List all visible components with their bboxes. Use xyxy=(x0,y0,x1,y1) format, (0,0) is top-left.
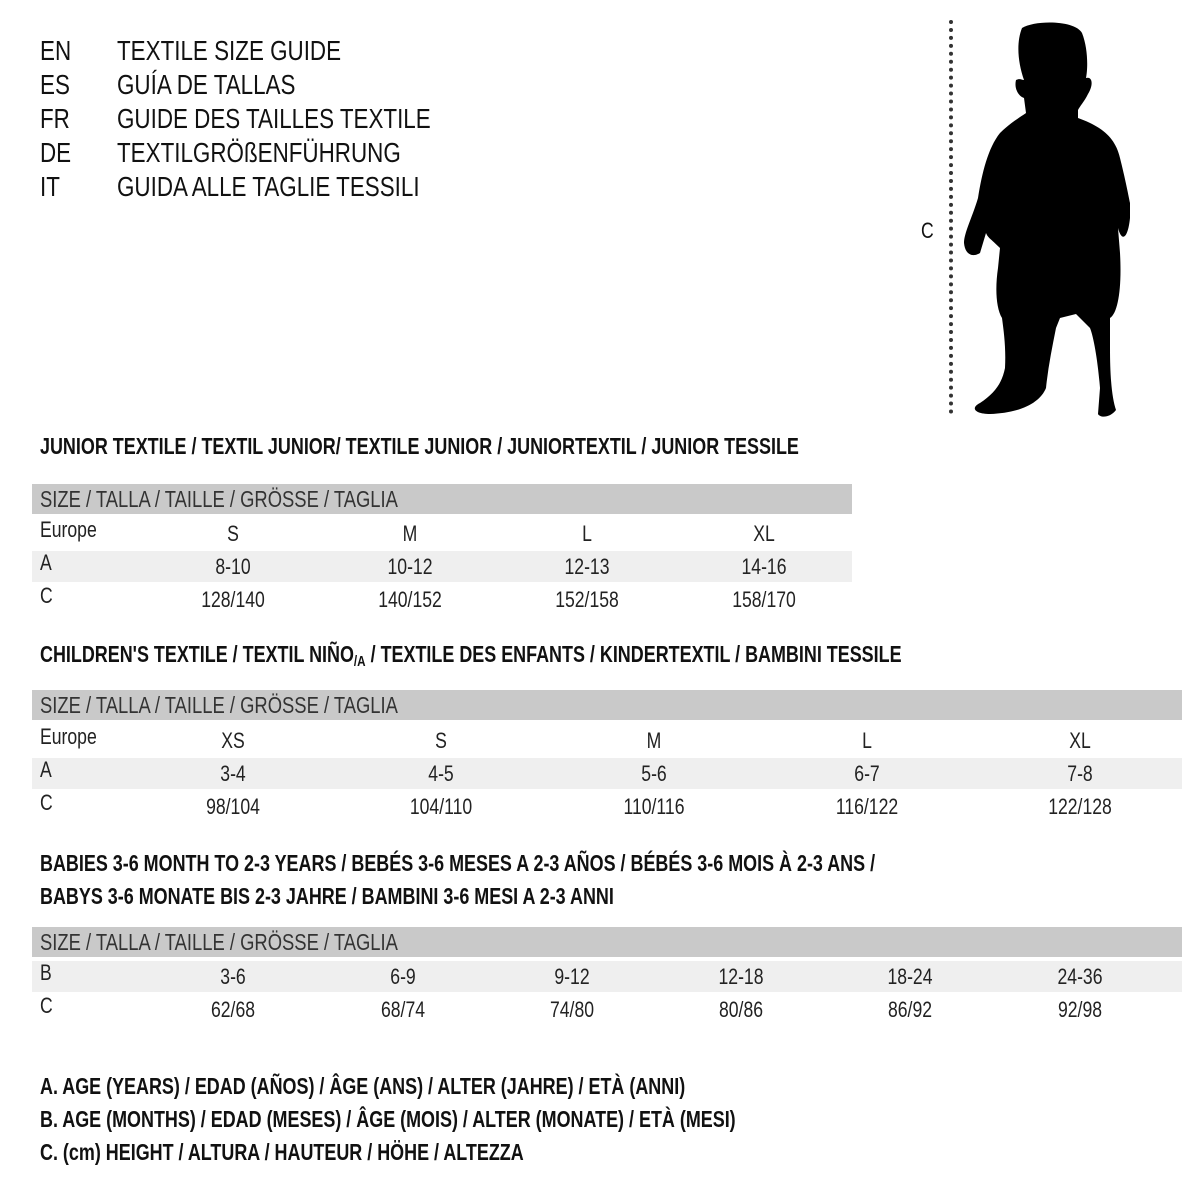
table-cell: M xyxy=(402,521,418,546)
table-header-band xyxy=(32,690,1182,720)
table-cell: 80/86 xyxy=(718,997,764,1022)
table-cell: XS xyxy=(221,728,245,753)
table-cell: L xyxy=(862,728,872,753)
language-title: GUÍA DE TALLAS xyxy=(117,69,296,100)
language-code: DE xyxy=(40,137,72,168)
table-cell: 86/92 xyxy=(887,997,933,1022)
height-measure-label: C xyxy=(921,218,934,243)
row-label: A xyxy=(40,550,52,575)
table-cell: 104/110 xyxy=(409,794,473,819)
table-cell: 110/116 xyxy=(623,794,685,819)
table-title-part: /A xyxy=(353,653,366,670)
row-label: B xyxy=(40,960,52,985)
legend-line: B. AGE (MONTHS) / EDAD (MESES) / ÂGE (MO… xyxy=(40,1106,736,1132)
table-cell: 9-12 xyxy=(554,964,590,989)
language-title: TEXTILGRÖßENFÜHRUNG xyxy=(117,137,401,168)
row-label: Europe xyxy=(40,517,97,542)
legend-line: A. AGE (YEARS) / EDAD (AÑOS) / ÂGE (ANS)… xyxy=(40,1073,686,1099)
table-cell: 24-36 xyxy=(1057,964,1103,989)
language-title: GUIDE DES TAILLES TEXTILE xyxy=(117,103,431,134)
table-cell: 5-6 xyxy=(641,761,667,786)
table-cell: XL xyxy=(753,521,775,546)
table-cell: 122/128 xyxy=(1048,794,1112,819)
table-cell: 6-7 xyxy=(854,761,880,786)
table-cell: S xyxy=(435,728,447,753)
table-cell: 7-8 xyxy=(1067,761,1093,786)
table-cell: M xyxy=(646,728,662,753)
table-cell: 12-13 xyxy=(564,554,610,579)
table-cell: 98/104 xyxy=(206,794,260,819)
row-label: C xyxy=(40,583,53,608)
table-header: SIZE / TALLA / TAILLE / GRÖSSE / TAGLIA xyxy=(40,486,398,512)
table-cell: 6-9 xyxy=(390,964,416,989)
table-cell: 3-4 xyxy=(220,761,246,786)
height-measure-line xyxy=(949,20,953,414)
table-cell: 152/158 xyxy=(555,587,619,612)
table-cell: 62/68 xyxy=(210,997,256,1022)
table-cell: 68/74 xyxy=(380,997,426,1022)
table-header-band xyxy=(32,484,852,514)
table-row-shade xyxy=(32,551,852,582)
table-title-line: BABIES 3-6 MONTH TO 2-3 YEARS / BEBÉS 3-… xyxy=(40,850,876,876)
table-cell: 12-18 xyxy=(718,964,764,989)
row-label: A xyxy=(40,757,52,782)
table-cell: 4-5 xyxy=(428,761,454,786)
language-title: GUIDA ALLE TAGLIE TESSILI xyxy=(117,171,420,202)
table-cell: 14-16 xyxy=(741,554,787,579)
table-cell: 18-24 xyxy=(887,964,933,989)
table-title-line: BABYS 3-6 MONATE BIS 2-3 JAHRE / BAMBINI… xyxy=(40,883,614,909)
table-cell: 92/98 xyxy=(1057,997,1103,1022)
table-title-part: CHILDREN'S TEXTILE / TEXTIL NIÑO xyxy=(40,641,354,667)
table-cell: 128/140 xyxy=(201,587,265,612)
table-title-part: / TEXTILE DES ENFANTS / KINDERTEXTIL / B… xyxy=(365,641,902,667)
table-title: CHILDREN'S TEXTILE / TEXTIL NIÑO/A / TEX… xyxy=(40,639,902,677)
table-cell: 10-12 xyxy=(387,554,433,579)
table-cell: S xyxy=(227,521,239,546)
language-code: IT xyxy=(40,171,60,202)
table-row-shade xyxy=(32,961,1182,992)
child-silhouette-icon xyxy=(964,22,1130,417)
table-cell: 158/170 xyxy=(732,587,796,612)
language-code: ES xyxy=(40,69,70,100)
language-title: TEXTILE SIZE GUIDE xyxy=(117,35,342,66)
table-cell: 140/152 xyxy=(378,587,442,612)
table-cell: 8-10 xyxy=(215,554,251,579)
table-title: JUNIOR TEXTILE / TEXTIL JUNIOR/ TEXTILE … xyxy=(40,433,799,459)
table-cell: 74/80 xyxy=(549,997,595,1022)
table-header: SIZE / TALLA / TAILLE / GRÖSSE / TAGLIA xyxy=(40,692,398,718)
row-label: C xyxy=(40,993,53,1018)
legend-line: C. (cm) HEIGHT / ALTURA / HAUTEUR / HÖHE… xyxy=(40,1139,524,1165)
table-header: SIZE / TALLA / TAILLE / GRÖSSE / TAGLIA xyxy=(40,929,398,955)
language-code: FR xyxy=(40,103,70,134)
table-header-band xyxy=(32,927,1182,957)
row-label: Europe xyxy=(40,724,97,749)
language-code: EN xyxy=(40,35,72,66)
table-cell: L xyxy=(582,521,592,546)
row-label: C xyxy=(40,790,53,815)
table-cell: XL xyxy=(1069,728,1091,753)
table-cell: 116/122 xyxy=(835,794,899,819)
table-cell: 3-6 xyxy=(220,964,246,989)
table-row-shade xyxy=(32,758,1182,789)
